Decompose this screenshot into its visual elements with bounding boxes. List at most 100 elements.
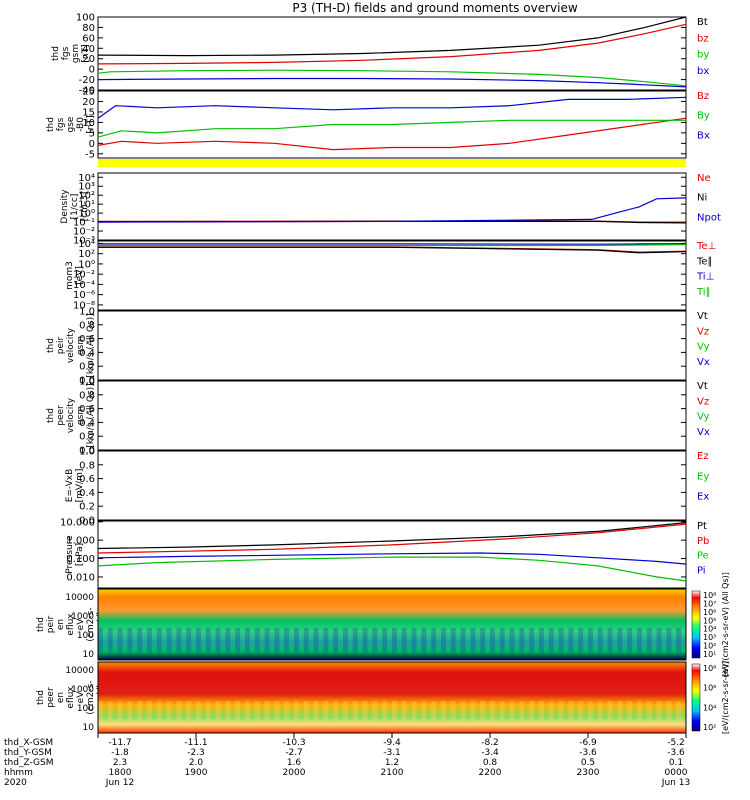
spectrogram-texture <box>392 628 397 653</box>
spectrogram-texture <box>676 628 682 653</box>
spectrogram-texture <box>627 628 633 653</box>
y-tick-label: 10⁰ <box>78 259 95 270</box>
x-tick-label: -3.6 <box>667 748 685 758</box>
y-label-line: eV <box>76 618 86 631</box>
panel-9: thdpeirenefluxeV(cm2-s-sr-eV)10⁸10⁷10⁶10… <box>36 572 730 677</box>
y-label-line: Density <box>60 189 70 224</box>
spectrogram-texture <box>303 628 309 653</box>
x-tick-label: 2200 <box>479 768 502 778</box>
y-tick-label: 60 <box>82 33 95 44</box>
y-axis-label: thd peir velocity gsm [km/s (All Qs)] <box>46 313 96 377</box>
colorbar-tick: 10⁴ <box>703 625 716 634</box>
panel-frame <box>97 16 687 91</box>
y-label-line: thd <box>46 117 56 132</box>
spectrogram-texture <box>313 628 319 653</box>
x-tick-label: 2100 <box>381 768 404 778</box>
x-tick-label: 2300 <box>577 768 600 778</box>
legend-by: by <box>697 50 709 61</box>
legend-Bt: Bt <box>697 17 708 28</box>
spectrogram-texture <box>225 701 231 726</box>
spectrogram-texture <box>284 628 290 653</box>
spectrogram-texture <box>382 701 388 726</box>
legend-Vx: Vx <box>697 357 710 368</box>
y-label-line: -B0 <box>76 117 86 132</box>
spectrogram-texture <box>558 628 564 653</box>
y-tick-label: 10⁴ <box>78 239 95 250</box>
spectrogram-texture <box>156 701 162 726</box>
series-line-Bx <box>97 96 687 119</box>
y-label-line: (cm2-s- <box>86 680 96 714</box>
spectrogram-texture <box>450 701 456 726</box>
spectrogram-texture <box>470 628 476 653</box>
y-label-line: gsm <box>76 336 86 355</box>
y-tick-label: 10⁰ <box>78 209 95 220</box>
spectrogram-texture <box>225 628 231 653</box>
spectrogram-texture <box>343 701 348 726</box>
y-tick-label: 10⁻⁶ <box>73 290 95 301</box>
y-tick-label: 10⁻⁴ <box>73 280 95 291</box>
x-tick-label: -11.7 <box>108 738 131 748</box>
y-label-line: [km/s (All Qs)] <box>86 383 96 447</box>
spectrogram-texture <box>352 701 358 726</box>
y-tick-label: -40 <box>79 86 95 97</box>
y-tick-label: 1000 <box>71 612 94 622</box>
y-label-line: [cm-3] <box>80 192 90 222</box>
legend-Ez: Ez <box>697 451 709 462</box>
spectrogram-texture <box>597 701 603 726</box>
spectrogram-texture <box>411 701 417 726</box>
colorbar-tick: 10⁸ <box>703 591 716 600</box>
panels: thd fgs gsm [nT]100806040200-20-40Btbzbybxt… <box>36 13 730 735</box>
spectrogram-texture <box>392 701 397 726</box>
y-tick-label: 10⁻⁸ <box>73 300 95 311</box>
y-tick-label: 0.4 <box>79 488 95 499</box>
x-tick-label: -1.8 <box>111 748 129 758</box>
y-label-line: peer <box>56 405 66 426</box>
y-label-line: gsm <box>76 406 86 425</box>
y-label-line: fgs <box>56 117 66 131</box>
spectrogram-texture <box>196 628 201 653</box>
y-label-line: en <box>56 692 66 703</box>
y-tick-label: 10000 <box>65 666 94 676</box>
x-tick-label: -2.3 <box>187 748 205 758</box>
panel-10: thdpeerenefluxeV(cm2-s-sr-eV)10⁸10⁶10⁴10… <box>36 661 730 734</box>
spectrogram-texture <box>676 701 682 726</box>
x-tick-label: 1.6 <box>287 758 302 768</box>
x-tick-label: -9.4 <box>383 738 401 748</box>
series-line-Te∥ <box>98 246 687 254</box>
y-label-line: eV <box>76 691 86 704</box>
spectrogram-texture <box>147 701 152 726</box>
y-label-line: E=-VxB <box>65 469 75 503</box>
legend-bx: bx <box>697 66 709 77</box>
colorbar-tick: 10² <box>703 642 716 651</box>
x-tick-label: -6.9 <box>579 738 597 748</box>
panel-frame <box>97 310 687 381</box>
spectrogram-texture <box>450 628 456 653</box>
legend-Te⊥: Te⊥ <box>696 241 716 252</box>
y-label-line: [1/cc] <box>70 194 80 220</box>
spectrogram-texture <box>607 628 613 653</box>
spectrogram-texture <box>107 628 113 653</box>
y-axis-label: thd fgs gse -B0 [nT] <box>46 115 96 133</box>
series-line-Bt <box>97 16 687 57</box>
legend-Npot: Npot <box>697 212 721 223</box>
spectrogram-texture <box>637 701 642 726</box>
spectrogram-texture <box>441 628 446 653</box>
spectrogram-texture <box>215 701 221 726</box>
panel-8: Pressure [nPa] 10.000 1.000 0.100 0.010 Pt Pb Pe… <box>60 517 709 589</box>
spectrogram-texture <box>539 628 544 653</box>
y-label-line: thd <box>46 338 56 353</box>
legend-Pb: Pb <box>697 536 709 547</box>
y-tick-label: 1.000 <box>66 536 95 547</box>
x-tick-label: 0.1 <box>669 758 683 768</box>
spectrogram-texture <box>98 628 103 653</box>
y-tick-label: 10.000 <box>60 517 95 528</box>
y-tick-label: 10 <box>82 118 95 129</box>
y-tick-label: 20 <box>82 97 95 108</box>
spectrogram-texture <box>529 628 535 653</box>
y-label-line: [km/s (All Qs)] <box>86 313 96 377</box>
spectrogram-texture <box>460 628 466 653</box>
legend-Pe: Pe <box>697 551 709 562</box>
